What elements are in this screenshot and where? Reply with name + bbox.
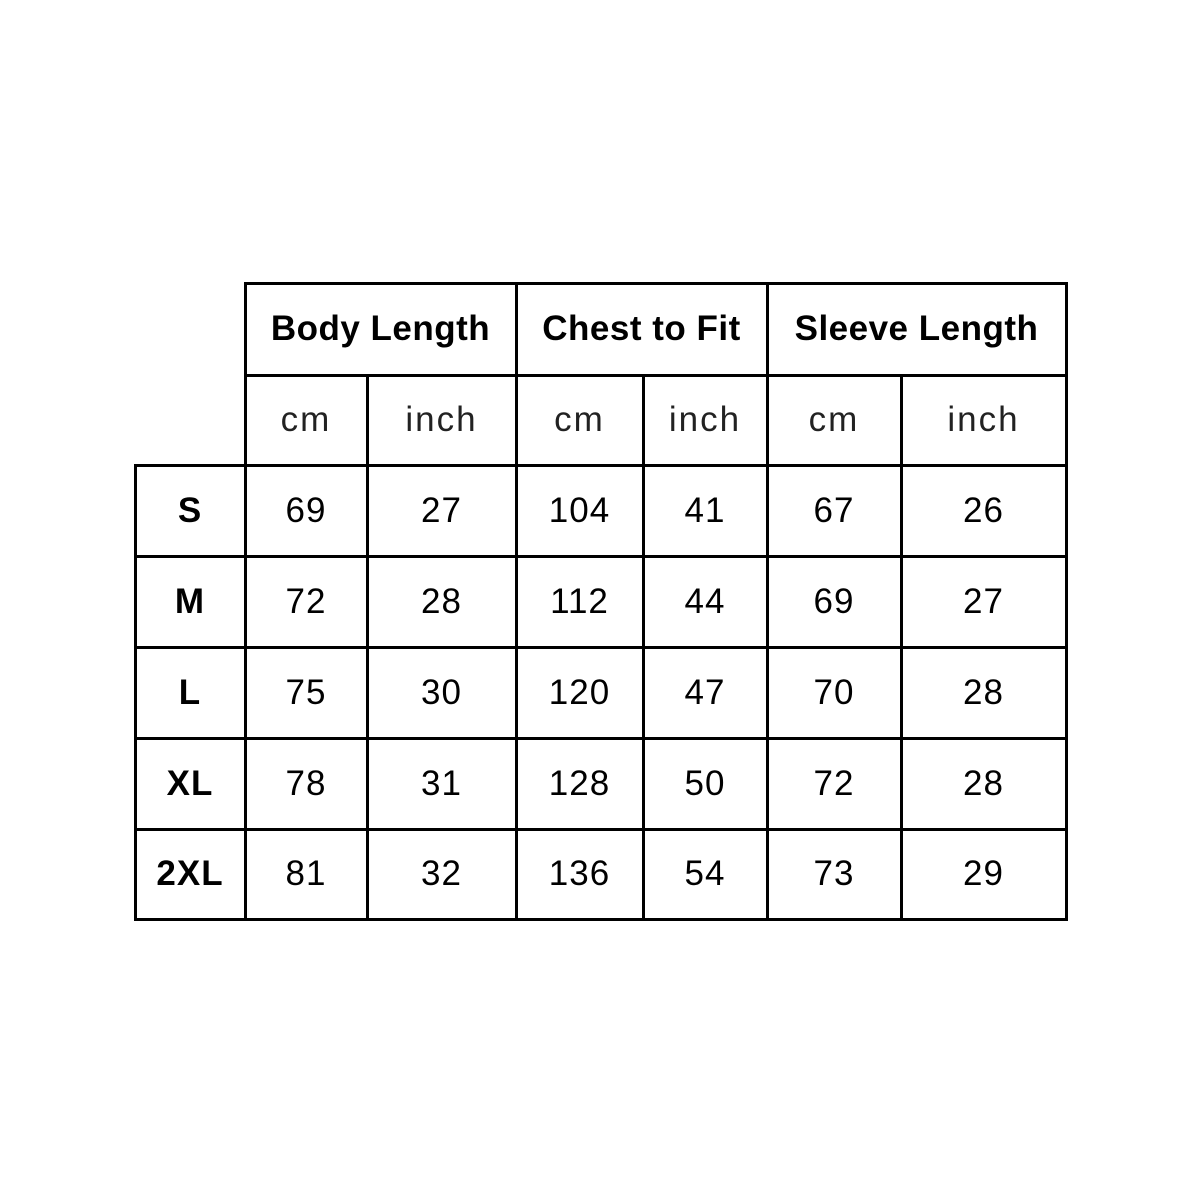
table-cell: 72 [243, 554, 369, 649]
table-cell-text: 50 [684, 763, 726, 803]
table-cell: 120 [514, 645, 645, 740]
size-label: 2XL [133, 827, 247, 921]
unit-header-text: inch [405, 400, 478, 439]
table-cell-text: 120 [548, 672, 611, 712]
table-cell-text: 75 [285, 672, 327, 712]
table-cell-text: 32 [421, 854, 462, 893]
size-label: L [133, 645, 247, 740]
group-header: Body Length [243, 281, 518, 377]
table-cell-text: 29 [963, 854, 1004, 893]
table-cell: 54 [641, 827, 769, 921]
table-cell-text: 27 [421, 490, 462, 530]
table-cell-text: 41 [684, 490, 726, 530]
table-cell: 67 [765, 463, 903, 558]
unit-header-text: inch [947, 400, 1020, 439]
table-cell: 136 [514, 827, 645, 921]
size-label: XL [133, 736, 247, 831]
table-cell: 69 [243, 463, 369, 558]
table-cell: 44 [641, 554, 769, 649]
table-cell: 78 [243, 736, 369, 831]
table-cell-text: 47 [684, 672, 726, 712]
table-cell-text: 28 [963, 672, 1004, 712]
table-cell-text: 112 [550, 581, 609, 621]
table-cell: 29 [899, 827, 1068, 921]
table-cell-text: 69 [285, 490, 327, 530]
table-cell: 75 [243, 645, 369, 740]
table-cell: 47 [641, 645, 769, 740]
table-cell: 28 [899, 645, 1068, 740]
group-header-text: Body Length [270, 309, 491, 348]
table-cell: 50 [641, 736, 769, 831]
table-cell: 32 [365, 827, 518, 921]
table-cell-text: 54 [684, 854, 726, 893]
table-cell-text: 27 [963, 581, 1004, 621]
table-cell-text: 30 [421, 672, 462, 712]
table-cell-text: 67 [813, 490, 855, 530]
table-cell-text: 70 [813, 672, 855, 712]
table-cell-text: 44 [684, 581, 726, 621]
table-cell: 72 [765, 736, 903, 831]
unit-header: cm [765, 373, 903, 467]
table-cell: 31 [365, 736, 518, 831]
table-cell: 41 [641, 463, 769, 558]
group-header: Sleeve Length [765, 281, 1068, 377]
table-cell: 30 [365, 645, 518, 740]
unit-header: inch [899, 373, 1068, 467]
table-cell: 112 [514, 554, 645, 649]
unit-header: inch [365, 373, 518, 467]
table-cell-text: 104 [548, 490, 611, 530]
unit-header: cm [243, 373, 369, 467]
table-cell: 73 [765, 827, 903, 921]
group-header-text: Sleeve Length [794, 309, 1039, 348]
table-cell: 28 [899, 736, 1068, 831]
size-label-text: XL [166, 763, 214, 803]
table-cell-text: 72 [285, 581, 327, 621]
table-cell-text: 28 [421, 581, 462, 621]
table-cell-text: 81 [285, 854, 327, 893]
table-cell-text: 26 [963, 490, 1004, 530]
table-cell-text: 28 [963, 763, 1004, 803]
size-label: S [133, 463, 247, 558]
group-header-text: Chest to Fit [542, 309, 741, 348]
table-cell-text: 136 [548, 854, 611, 893]
table-cell-text: 31 [421, 763, 462, 803]
unit-header: inch [641, 373, 769, 467]
unit-header-text: cm [554, 400, 605, 439]
table-cell: 26 [899, 463, 1068, 558]
table-cell: 28 [365, 554, 518, 649]
table-cell: 27 [365, 463, 518, 558]
table-cell: 27 [899, 554, 1068, 649]
table-cell-text: 78 [285, 763, 327, 803]
table-cell: 81 [243, 827, 369, 921]
table-cell: 104 [514, 463, 645, 558]
table-cell: 69 [765, 554, 903, 649]
table-cell-text: 128 [548, 763, 611, 803]
table-cell-text: 72 [813, 763, 855, 803]
size-label-text: S [177, 490, 203, 530]
group-header: Chest to Fit [514, 281, 769, 377]
table-cell-text: 73 [813, 854, 855, 893]
unit-header-text: cm [280, 400, 332, 439]
table-cell: 128 [514, 736, 645, 831]
table-cell: 70 [765, 645, 903, 740]
unit-header-text: inch [668, 400, 742, 439]
size-label: M [133, 554, 247, 649]
table-cell-text: 69 [813, 581, 855, 621]
unit-header: cm [514, 373, 645, 467]
size-label-text: L [178, 672, 202, 712]
size-label-text: M [174, 581, 206, 621]
size-label-text: 2XL [156, 854, 224, 893]
unit-header-text: cm [808, 400, 860, 439]
